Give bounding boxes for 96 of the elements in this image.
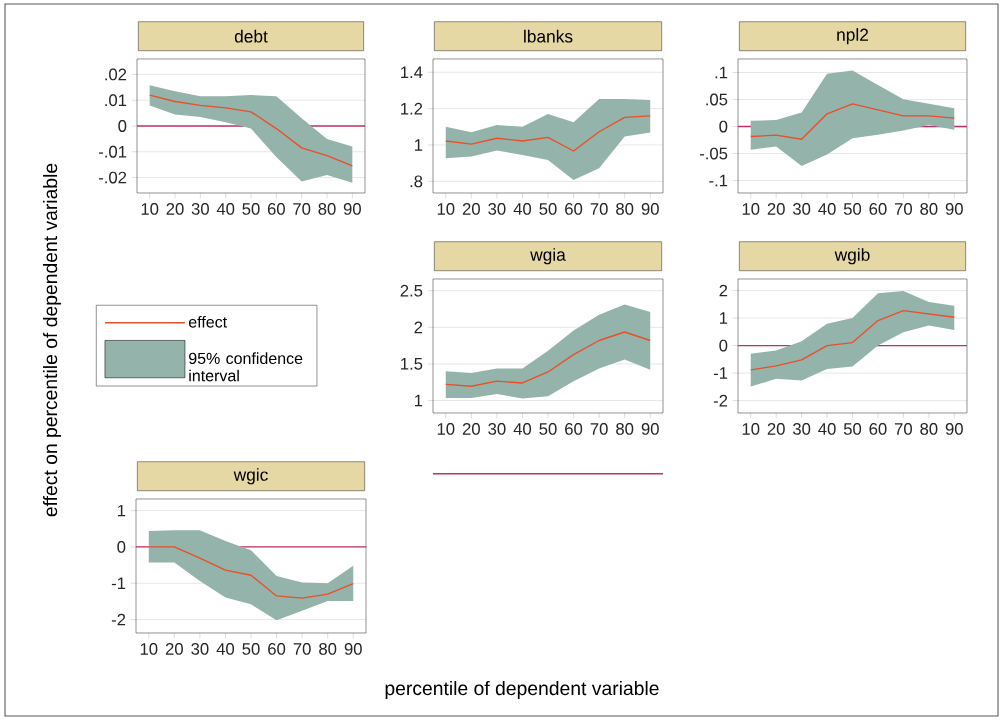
x-tick-label: 50 [539, 203, 557, 215]
line-series [149, 94, 353, 167]
x-tick-label: 40 [818, 203, 836, 215]
y-tick-label: 0 [118, 120, 127, 132]
x-tick-label: 30 [792, 203, 811, 215]
chart-title: npl2 [837, 28, 868, 45]
chart-title: wgib [834, 248, 870, 265]
y-tick-label: 0 [719, 339, 728, 352]
y-tick-label: .02 [105, 68, 127, 81]
x-tick-label: 90 [343, 203, 361, 215]
x-tick-label: 40 [818, 423, 836, 435]
x-tick-label: 20 [166, 203, 184, 215]
y-axis-title: effect on percentile of dependent variable [43, 163, 62, 517]
y-tick-label: 2 [719, 284, 728, 297]
x-tick-label: 60 [268, 643, 286, 655]
x-tick-label: 30 [792, 423, 811, 435]
chart-title: wgia [530, 248, 566, 265]
y-tick-label: 1 [117, 504, 126, 517]
x-tick-label: 60 [565, 203, 583, 215]
x-tick-label: 50 [242, 643, 260, 655]
y-tick-label: .01 [105, 94, 127, 107]
x-tick-label: 70 [894, 203, 912, 215]
x-tick-label: 50 [539, 423, 557, 435]
x-tick-label: 90 [945, 423, 963, 435]
y-tick-label: 1.5 [401, 358, 423, 370]
x-tick-label: 20 [767, 203, 785, 215]
line-series [750, 103, 955, 140]
x-tick-label: 50 [843, 423, 862, 435]
x-tick-label: 90 [945, 203, 963, 215]
x-tick-label: 80 [616, 423, 634, 435]
x-tick-label: 70 [293, 203, 311, 215]
chart-title: debt [234, 29, 268, 43]
x-tick-label: 80 [920, 203, 938, 215]
x-tick-label: 30 [488, 423, 506, 435]
x-tick-label: 10 [437, 203, 455, 215]
x-tick-label: 20 [165, 643, 183, 655]
x-tick-label: 40 [216, 643, 235, 655]
x-tick-label: 90 [641, 203, 659, 215]
chart-title: lbanks [524, 29, 573, 43]
x-tick-label: 10 [437, 423, 455, 435]
y-tick-label: -.02 [98, 171, 127, 184]
y-tick-label: -1 [111, 577, 126, 589]
x-tick-label: 30 [191, 643, 209, 655]
y-tick-label: -.01 [98, 145, 127, 158]
y-tick-label: 1.2 [401, 102, 423, 115]
x-tick-label: 10 [742, 423, 760, 435]
x-tick-label: 50 [242, 203, 260, 215]
x-tick-label: 40 [513, 423, 532, 435]
line-series [445, 331, 651, 387]
y-tick-label: -1 [713, 367, 728, 379]
x-tick-label: 10 [140, 643, 158, 655]
y-tick-label: -2 [111, 613, 126, 626]
y-tick-label: 1 [414, 139, 423, 151]
x-tick-label: 70 [590, 203, 608, 215]
x-tick-label: 90 [641, 423, 659, 435]
x-tick-label: 70 [590, 423, 608, 435]
x-tick-label: 20 [462, 423, 480, 435]
x-tick-label: 60 [267, 203, 285, 215]
y-tick-label: -.05 [699, 147, 728, 160]
legend-label: 95% confidence interval [189, 352, 303, 382]
x-tick-label: 50 [843, 203, 862, 215]
x-tick-label: 30 [191, 203, 209, 215]
x-tick-label: 40 [216, 203, 235, 215]
x-tick-label: 60 [869, 423, 887, 435]
y-tick-label: -2 [713, 394, 728, 407]
x-tick-label: 70 [293, 643, 311, 655]
x-tick-label: 80 [318, 203, 336, 215]
y-tick-label: 2 [414, 321, 423, 334]
x-tick-label: 10 [141, 203, 159, 215]
x-tick-label: 80 [616, 203, 634, 215]
x-tick-label: 10 [742, 203, 760, 215]
y-tick-label: 0 [719, 120, 728, 133]
y-tick-label: 1.4 [401, 66, 423, 78]
line-series [148, 546, 354, 599]
y-tick-label: 0 [117, 541, 126, 553]
x-axis-title: percentile of dependent variable [385, 680, 659, 700]
y-tick-label: 1 [719, 312, 728, 324]
x-tick-label: 20 [462, 203, 480, 215]
x-tick-label: 40 [513, 203, 532, 215]
y-tick-label: .05 [706, 93, 728, 106]
y-tick-label: 1 [414, 394, 423, 407]
x-tick-label: 60 [869, 203, 887, 215]
x-tick-label: 80 [920, 423, 938, 435]
x-tick-label: 80 [319, 643, 337, 655]
x-tick-label: 60 [565, 423, 583, 435]
y-tick-label: -.1 [709, 174, 728, 187]
chart-title: wgic [233, 468, 268, 485]
y-tick-label: .1 [715, 66, 728, 79]
legend-label: effect [188, 315, 228, 328]
y-tick-label: .8 [410, 175, 423, 188]
line-series [445, 115, 651, 152]
x-tick-label: 20 [767, 423, 785, 435]
x-tick-label: 30 [488, 203, 506, 215]
y-tick-label: 2.5 [400, 284, 423, 297]
x-tick-label: 70 [894, 423, 912, 435]
x-tick-label: 90 [344, 643, 362, 655]
